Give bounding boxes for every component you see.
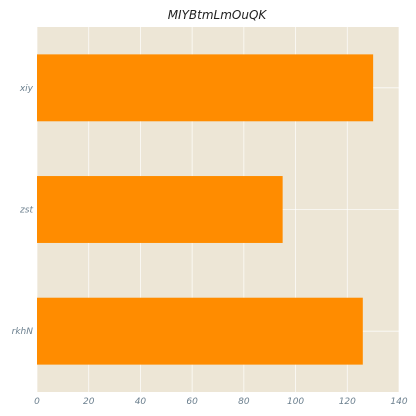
bar-zst xyxy=(37,176,283,243)
x-tick-label: 140 xyxy=(390,397,407,407)
x-tick-label: 20 xyxy=(83,397,95,407)
bar-rkhN xyxy=(37,297,363,365)
x-tick-label: 0 xyxy=(34,397,40,407)
x-tick-label: 120 xyxy=(339,397,356,407)
y-tick-label: xiy xyxy=(19,84,34,94)
y-tick-labels: xiy zst rkhN xyxy=(12,84,34,337)
y-tick-label: zst xyxy=(19,206,33,216)
x-tick-labels: 0 20 40 60 80 100 120 140 xyxy=(34,397,408,407)
bar-layer xyxy=(37,54,374,365)
chart-title: MIYBtmLmOuQK xyxy=(168,8,268,22)
x-tick-label: 100 xyxy=(287,397,304,407)
x-tick-label: 60 xyxy=(186,397,198,407)
bar-xiy xyxy=(37,54,374,122)
x-tick-label: 40 xyxy=(135,397,147,407)
x-tick-label: 80 xyxy=(238,397,250,407)
y-tick-label: rkhN xyxy=(12,327,34,337)
